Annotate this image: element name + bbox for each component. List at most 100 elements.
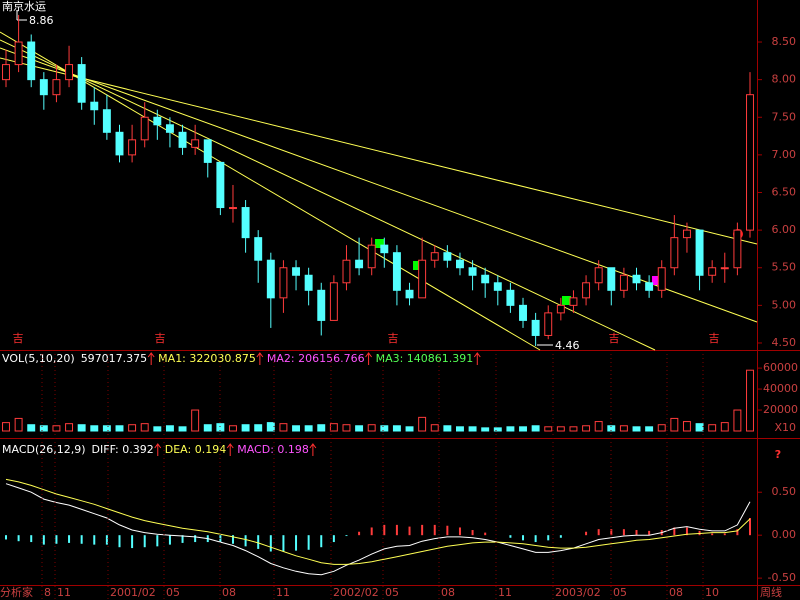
volume-bar xyxy=(153,426,162,432)
signal-label: 吉 xyxy=(709,332,720,345)
signal-label: 吉 xyxy=(609,332,620,345)
candle-body xyxy=(216,161,225,209)
candle-body xyxy=(582,282,591,299)
volume-bar xyxy=(241,424,250,432)
volume-bar xyxy=(657,424,666,432)
candle-body xyxy=(27,41,36,81)
volume-bar xyxy=(430,424,439,432)
up-arrow xyxy=(473,352,481,365)
candle-body xyxy=(392,252,401,291)
volume-bar xyxy=(203,424,212,432)
volume-bar xyxy=(115,425,124,432)
min-label: 4.46 xyxy=(555,339,580,352)
unit-label: X10 xyxy=(774,421,796,434)
y-tick-label: 60000 xyxy=(763,361,798,374)
candle-body xyxy=(380,244,389,254)
volume-bar xyxy=(191,409,200,432)
candle-body xyxy=(493,282,502,291)
candle-body xyxy=(556,304,565,314)
up-arrow xyxy=(365,352,372,365)
signal-square xyxy=(562,296,571,305)
signal-label: 吉 xyxy=(155,332,166,345)
candle-body xyxy=(254,237,263,261)
signal-label: 吉 xyxy=(13,332,24,345)
volume-bar xyxy=(582,425,591,432)
candle-body xyxy=(2,64,10,81)
candle-body xyxy=(128,139,137,156)
signal-square xyxy=(652,276,661,285)
candle-body xyxy=(115,131,124,156)
y-tick-label: 40000 xyxy=(763,382,798,395)
candle-body xyxy=(14,41,23,66)
volume-bar xyxy=(455,426,464,432)
header-text: VOL(5,10,20) xyxy=(2,352,75,365)
volume-bar xyxy=(544,426,553,432)
x-tick-label: 11 xyxy=(498,586,512,599)
header-text: DEA: 0.194 xyxy=(165,443,226,456)
y-tick-label: 0.00 xyxy=(772,528,797,541)
volume-bar xyxy=(254,424,263,432)
volume-bar xyxy=(405,426,414,432)
candle-body xyxy=(178,131,187,148)
volume-bar xyxy=(165,425,174,432)
candle-body xyxy=(165,124,174,133)
candle-body xyxy=(405,289,414,299)
signal-label: 吉 xyxy=(388,332,399,345)
candle-body xyxy=(279,267,288,299)
volume-bar xyxy=(746,369,754,432)
y-tick-label: 8.50 xyxy=(772,35,797,48)
volume-bar xyxy=(65,423,74,432)
candle-body xyxy=(77,64,86,103)
candle-body xyxy=(140,116,149,141)
x-tick-label: 2001/02 xyxy=(110,586,156,599)
x-tick-label: 08 xyxy=(441,586,455,599)
x-tick-label: 8 xyxy=(44,586,51,599)
header-text: MACD(26,12,9) xyxy=(2,443,86,456)
volume-bar xyxy=(619,425,628,432)
up-arrow xyxy=(147,352,155,365)
x-tick-label: 11 xyxy=(57,586,71,599)
volume-bar xyxy=(392,425,401,432)
volume-bar xyxy=(645,426,654,432)
y-tick-label: 6.50 xyxy=(772,185,797,198)
volume-bar xyxy=(493,427,502,432)
candle-body xyxy=(266,259,275,299)
volume-bar xyxy=(102,425,111,432)
candle-body xyxy=(682,229,691,239)
y-tick-label: 0.50 xyxy=(772,485,797,498)
candle-body xyxy=(569,297,578,306)
x-tick-label: 08 xyxy=(222,586,236,599)
up-arrow xyxy=(154,443,162,456)
volume-bar xyxy=(632,426,641,432)
candle-body xyxy=(481,274,490,284)
volume-bar xyxy=(380,425,389,432)
candle-body xyxy=(544,312,553,336)
candle-body xyxy=(746,94,754,231)
candle-body xyxy=(619,274,628,291)
x-tick-label: 10 xyxy=(705,586,719,599)
trend-lines xyxy=(0,31,758,351)
candle-body xyxy=(292,267,301,276)
candle-body xyxy=(468,267,477,276)
volume-bar xyxy=(481,427,490,432)
volume-bar xyxy=(90,425,99,432)
x-tick-label: 05 xyxy=(385,586,399,599)
x-tick-label: 08 xyxy=(669,586,683,599)
volume-bar xyxy=(720,422,729,432)
candle-body xyxy=(355,259,364,269)
signal-square xyxy=(375,239,384,248)
header-text: 597017.375 xyxy=(81,352,147,365)
y-tick-label: 8.00 xyxy=(772,73,797,86)
volume-bar xyxy=(594,421,603,432)
candle-body xyxy=(657,267,666,291)
volume-bar xyxy=(2,422,10,432)
candle-body xyxy=(645,282,654,291)
max-label: 8.86 xyxy=(29,14,54,27)
volume-bar xyxy=(329,423,338,432)
candle-body xyxy=(52,79,61,96)
volume-bar xyxy=(695,423,704,432)
x-tick-label: 分析家 xyxy=(0,585,33,599)
candle-body xyxy=(367,244,376,269)
volume-bar xyxy=(216,423,225,432)
